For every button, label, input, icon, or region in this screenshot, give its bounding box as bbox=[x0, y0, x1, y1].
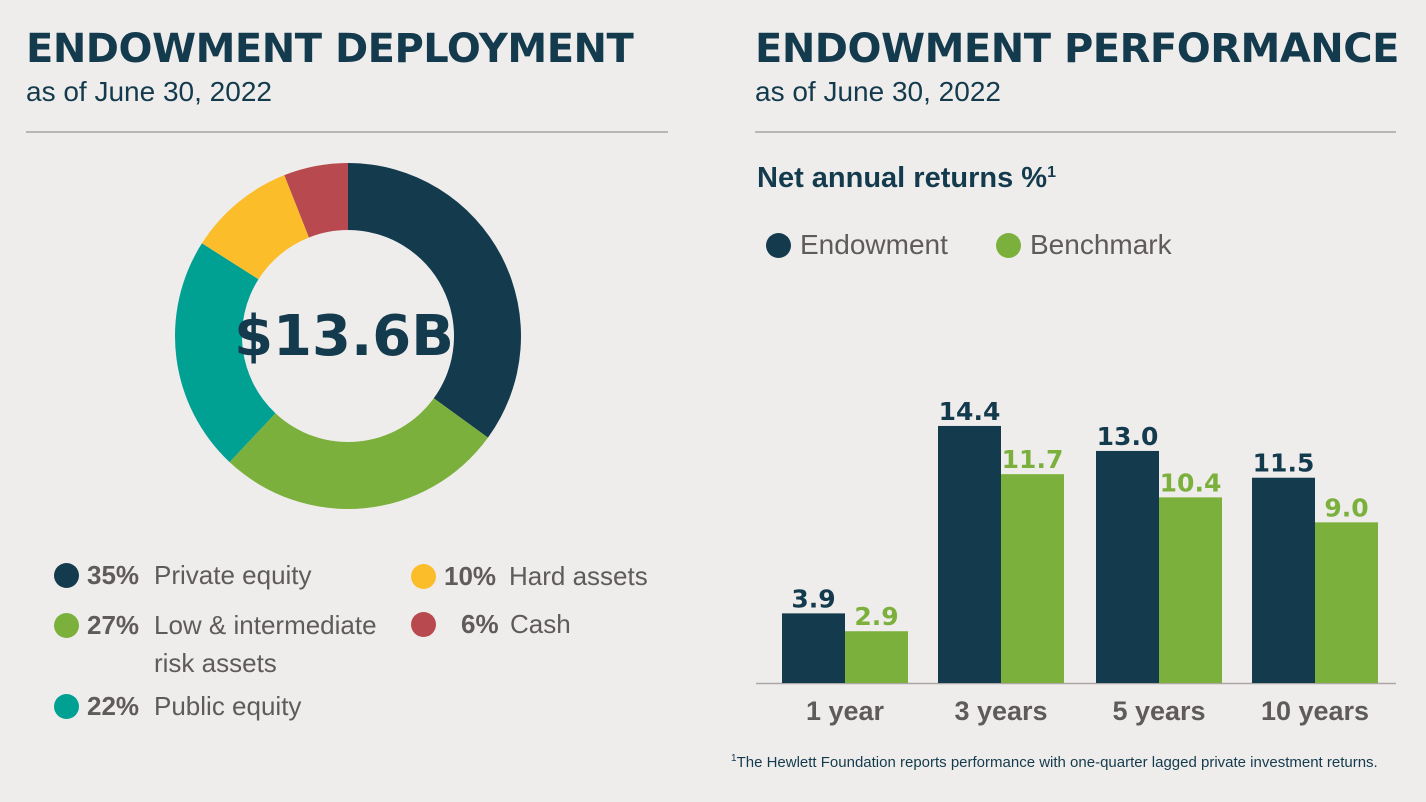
legend-dot bbox=[996, 233, 1021, 258]
series-legend-label: Benchmark bbox=[1030, 229, 1172, 260]
footnote-mark: 1 bbox=[731, 753, 737, 764]
x-tick-label: 10 years bbox=[1261, 696, 1369, 726]
bar-endowment-3-years bbox=[938, 425, 1001, 683]
footnote: 1The Hewlett Foundation reports performa… bbox=[731, 753, 1378, 771]
donut-slice-low-intermediate-risk-assets bbox=[229, 398, 488, 510]
legend-label: Low & intermediate risk assets bbox=[154, 610, 377, 678]
deployment-subtitle: as of June 30, 2022 bbox=[26, 76, 272, 107]
donut-slice-hard-assets bbox=[201, 175, 309, 280]
legend-dot bbox=[411, 612, 436, 637]
legend-dot bbox=[54, 694, 79, 719]
legend-label: Hard assets bbox=[509, 561, 648, 591]
data-label-benchmark: 9.0 bbox=[1324, 493, 1368, 522]
data-label-endowment: 11.5 bbox=[1253, 449, 1315, 478]
bar-benchmark-3-years bbox=[1001, 474, 1064, 683]
performance-subtitle: as of June 30, 2022 bbox=[755, 76, 1001, 107]
donut-slice-private-equity bbox=[348, 163, 521, 438]
performance-title: ENDOWMENT PERFORMANCE bbox=[755, 26, 1399, 72]
donut-slice-public-equity bbox=[174, 243, 276, 463]
bar-chart-title: Net annual returns %1 bbox=[757, 162, 1056, 195]
legend-dot bbox=[54, 613, 79, 638]
x-tick-label: 1 year bbox=[806, 696, 885, 726]
data-label-benchmark: 2.9 bbox=[854, 602, 898, 631]
legend-percent: 22% bbox=[87, 691, 140, 721]
series-legend-label: Endowment bbox=[800, 229, 948, 260]
returns-bar-chart: 3.9 2.9 1 year 14.411.7 3 years 13.010.4 5 yea… bbox=[756, 397, 1396, 726]
x-tick-label: 3 years bbox=[954, 696, 1047, 726]
data-label-benchmark: 10.4 bbox=[1160, 468, 1222, 497]
legend-label: Cash bbox=[510, 609, 571, 639]
donut-slice-cash bbox=[284, 163, 348, 238]
bar-endowment-5-years bbox=[1096, 450, 1159, 683]
bar-benchmark-1-year bbox=[845, 631, 908, 683]
legend-percent: 27% bbox=[87, 610, 140, 640]
legend-dot bbox=[411, 564, 436, 589]
data-label-endowment: 14.4 bbox=[939, 397, 1001, 426]
legend-percent: 10% bbox=[444, 561, 497, 591]
legend-percent: 6% bbox=[461, 609, 499, 639]
legend-dot bbox=[766, 233, 791, 258]
footnote-text: The Hewlett Foundation reports performan… bbox=[736, 754, 1378, 771]
legend-dot bbox=[54, 563, 79, 588]
legend-label: Private equity bbox=[154, 560, 312, 590]
legend-percent: 35% bbox=[87, 560, 140, 590]
divider bbox=[26, 131, 668, 133]
data-label-endowment: 13.0 bbox=[1097, 422, 1159, 451]
bar-chart-title-text: Net annual returns % bbox=[757, 162, 1048, 194]
footnote-mark: 1 bbox=[1047, 164, 1056, 181]
bar-endowment-10-years bbox=[1252, 477, 1315, 683]
donut-center-label: $13.6B bbox=[234, 304, 454, 369]
data-label-benchmark: 11.7 bbox=[1002, 445, 1064, 474]
bar-endowment-1-year bbox=[782, 613, 845, 683]
deployment-title: ENDOWMENT DEPLOYMENT bbox=[26, 26, 634, 72]
x-tick-label: 5 years bbox=[1112, 696, 1205, 726]
allocation-donut-chart: $13.6B bbox=[174, 163, 521, 510]
bar-benchmark-10-years bbox=[1315, 522, 1378, 683]
legend-label: Public equity bbox=[154, 691, 302, 721]
divider bbox=[755, 131, 1396, 133]
data-label-endowment: 3.9 bbox=[791, 584, 835, 613]
bar-benchmark-5-years bbox=[1159, 497, 1222, 683]
